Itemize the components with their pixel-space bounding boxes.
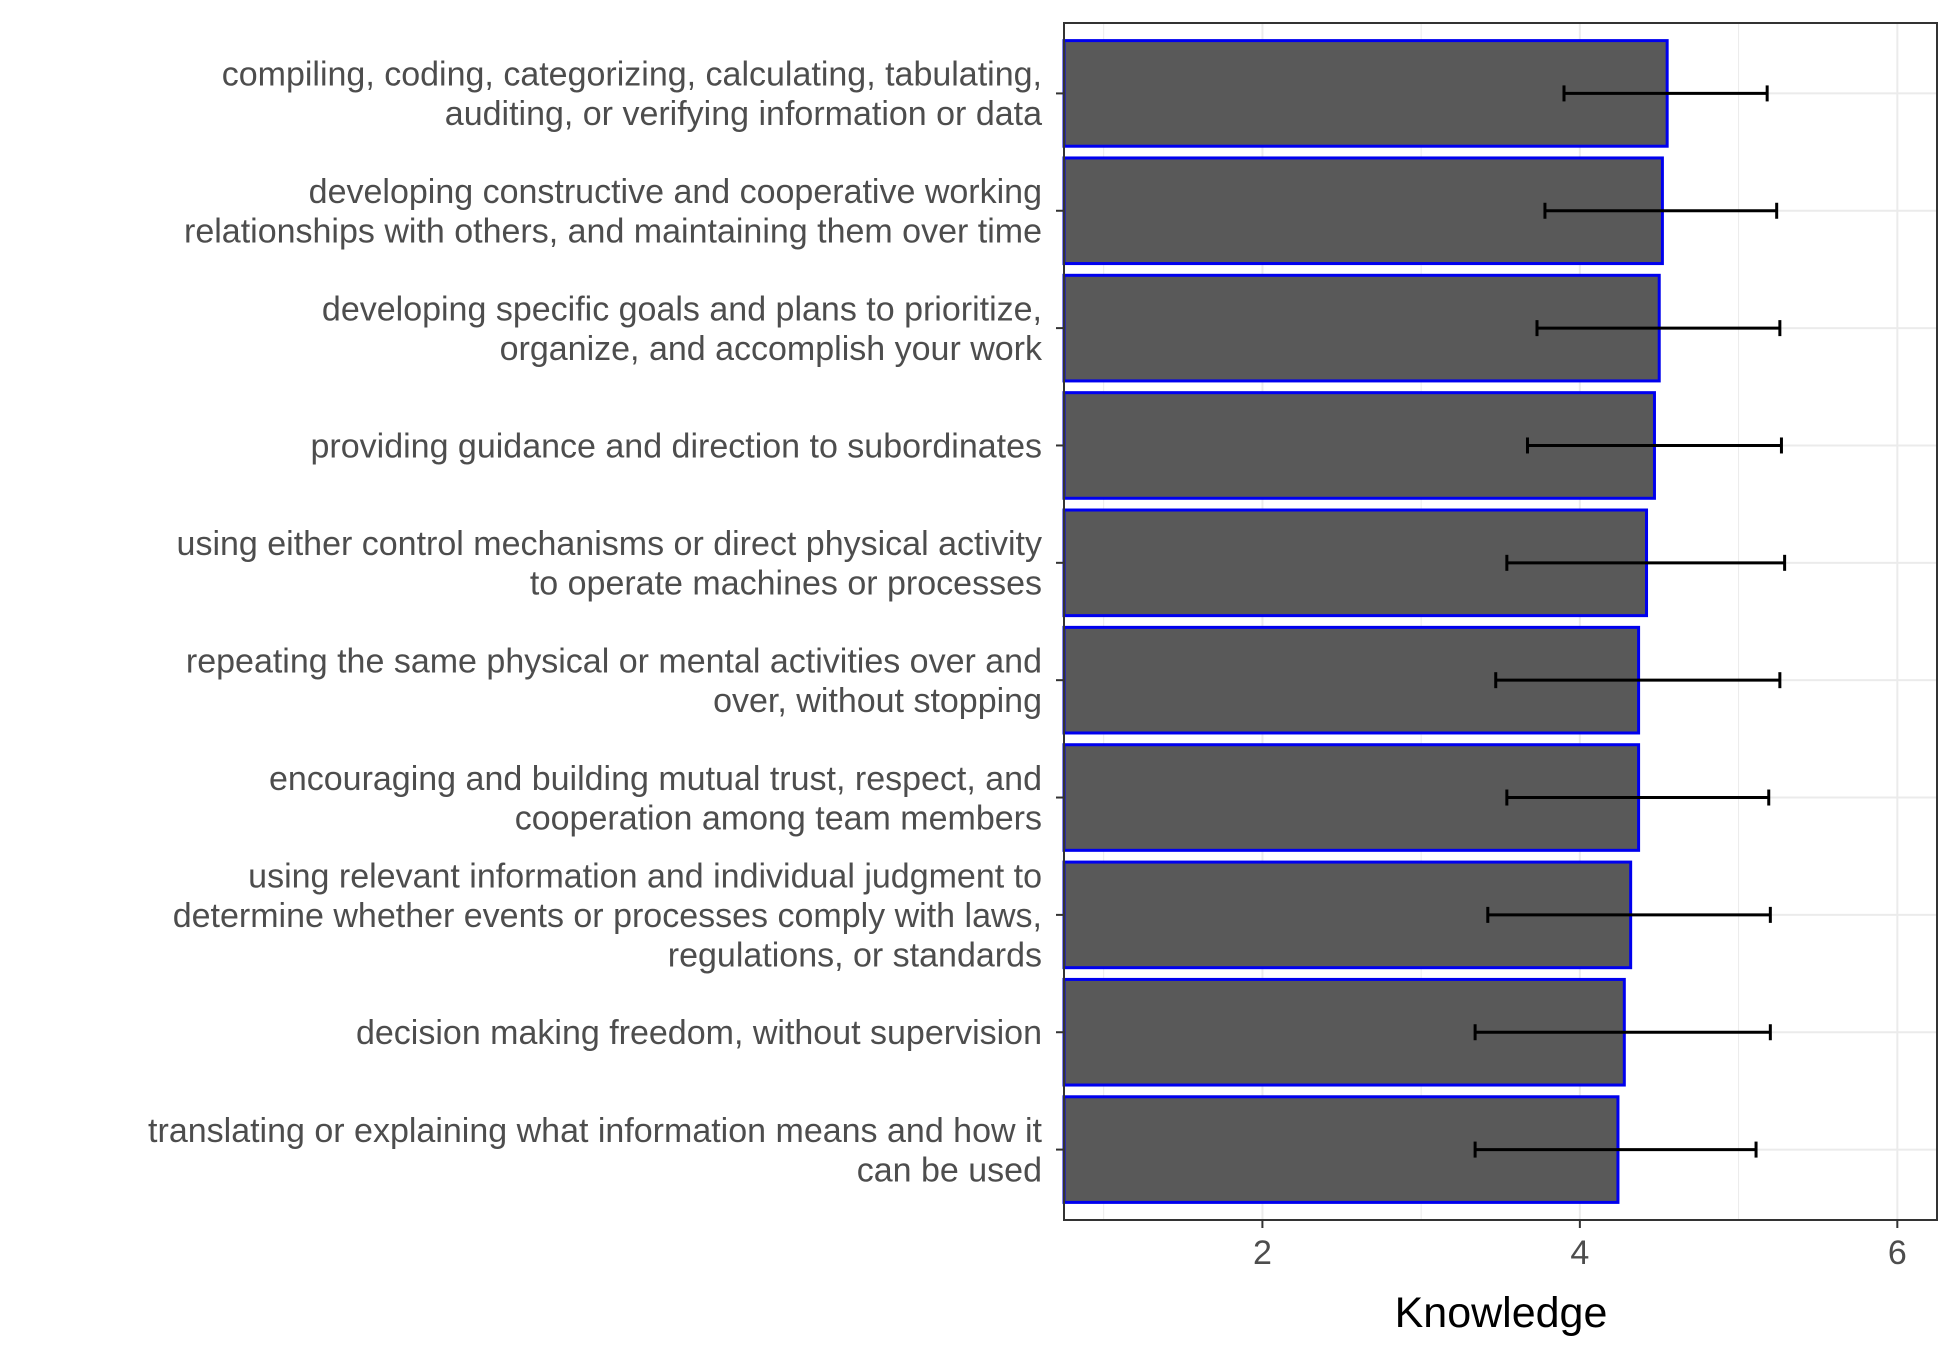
y-tick-label: using either control mechanisms or direc… [177,525,1042,603]
error-bar [1535,320,1782,337]
y-tick-label: developing constructive and cooperative … [184,173,1042,251]
error-bar [1505,554,1787,571]
y-tick-label-line: providing guidance and direction to subo… [311,427,1043,465]
y-tick-label-line: compiling, coding, categorizing, calcula… [222,56,1042,94]
error-bar [1543,202,1779,219]
y-tick-label-line: auditing, or verifying information or da… [445,95,1042,133]
y-tick-label-line: organize, and accomplish your work [500,330,1043,368]
y-tick-label-line: decision making freedom, without supervi… [356,1014,1042,1052]
y-tick-label: encouraging and building mutual trust, r… [269,760,1042,838]
y-axis: compiling, coding, categorizing, calcula… [148,56,1064,1190]
error-bar [1494,672,1782,689]
error-bar [1473,1141,1758,1158]
error-bar [1473,1024,1772,1041]
y-tick-label-line: over, without stopping [713,682,1042,720]
x-tick-label: 6 [1888,1234,1907,1272]
y-tick-label: compiling, coding, categorizing, calcula… [222,56,1042,134]
error-bar [1486,906,1772,923]
y-tick-label: developing specific goals and plans to p… [322,290,1043,368]
y-tick-label-line: developing specific goals and plans to p… [322,290,1042,328]
y-tick-label-line: to operate machines or processes [530,565,1042,603]
y-tick-label: providing guidance and direction to subo… [311,427,1043,465]
y-tick-label-line: cooperation among team members [515,799,1042,837]
y-tick-label-line: repeating the same physical or mental ac… [186,642,1042,680]
y-tick-label-line: encouraging and building mutual trust, r… [269,760,1042,798]
x-tick-label: 2 [1253,1234,1272,1272]
error-bars [1473,85,1787,1158]
y-tick-label-line: can be used [857,1151,1042,1189]
error-bar [1505,789,1771,806]
y-tick-label-line: translating or explaining what informati… [148,1112,1042,1150]
x-axis: 2 4 6 [1253,1220,1907,1272]
y-tick-label-line: using relevant information and individua… [248,857,1042,895]
y-tick-label-line: regulations, or standards [668,936,1042,974]
panel-border [1063,22,1938,1221]
x-axis-title: Knowledge [1395,1289,1608,1337]
y-tick-label-line: relationships with others, and maintaini… [184,213,1042,251]
y-tick-label-line: developing constructive and cooperative … [309,173,1042,211]
y-tick-label: using relevant information and individua… [173,857,1042,974]
y-tick-label: decision making freedom, without supervi… [356,1014,1042,1052]
x-tick-label: 4 [1570,1234,1589,1272]
y-tick-label-line: determine whether events or processes co… [173,897,1042,935]
error-bar [1525,437,1783,454]
y-tick-label: repeating the same physical or mental ac… [186,642,1042,720]
y-tick-label: translating or explaining what informati… [148,1112,1042,1190]
error-bar [1562,85,1769,102]
y-tick-label-line: using either control mechanisms or direc… [177,525,1042,563]
